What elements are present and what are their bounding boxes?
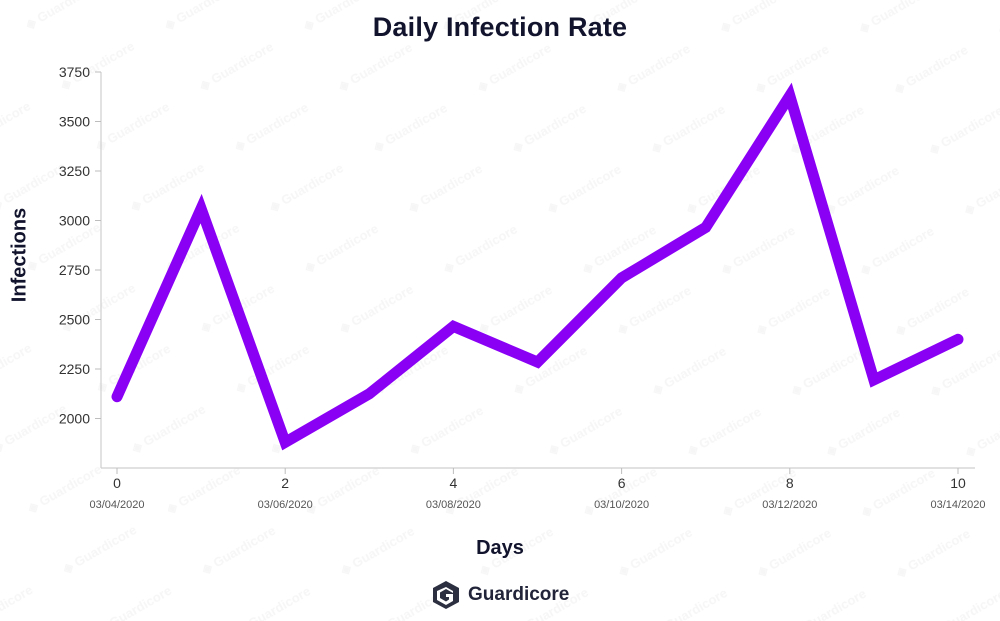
y-axis-ticks: 2000 2250 2500 2750 3000 3250 3500 3750 — [59, 64, 101, 427]
logo-text: Guardicore — [468, 584, 570, 605]
y-tick-label: 2750 — [59, 262, 90, 278]
chart-title: Daily Infection Rate — [372, 12, 628, 42]
x-tick-label: 2 — [281, 475, 289, 491]
x-axis-ticks: 0 03/04/2020 2 03/06/2020 4 03/08/2020 6 03/10/… — [89, 468, 986, 511]
x-tick-label: 4 — [450, 475, 458, 491]
x-tick-date-label: 03/08/2020 — [426, 499, 481, 511]
x-tick-label: 10 — [950, 475, 966, 491]
x-tick-label: 0 — [113, 475, 121, 491]
y-tick-label: 2000 — [59, 411, 90, 427]
guardicore-logo-icon — [433, 581, 459, 609]
x-tick-date-label: 03/14/2020 — [930, 499, 985, 511]
y-tick-label: 3000 — [59, 213, 90, 229]
y-tick-label: 3500 — [59, 114, 90, 130]
x-tick-date-label: 03/06/2020 — [258, 499, 313, 511]
x-tick-date-label: 03/10/2020 — [594, 499, 649, 511]
x-tick-date-label: 03/12/2020 — [762, 499, 817, 511]
series-infections — [111, 82, 964, 451]
brand-logo: Guardicore — [432, 578, 569, 612]
series-line — [111, 82, 964, 451]
y-tick-label: 2250 — [59, 361, 90, 377]
x-tick-date-label: 03/04/2020 — [89, 499, 144, 511]
y-tick-label: 2500 — [59, 312, 90, 328]
x-axis-label: Days — [476, 537, 524, 559]
y-tick-label: 3250 — [59, 163, 90, 179]
x-tick-label: 6 — [618, 475, 626, 491]
y-tick-label: 3750 — [59, 64, 90, 80]
x-tick-label: 8 — [786, 475, 794, 491]
